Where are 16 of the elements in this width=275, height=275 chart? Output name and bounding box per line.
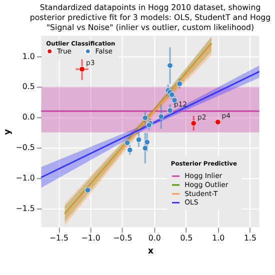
- x-tick-label: 1.0: [212, 233, 225, 242]
- x-tick-label: −1.5: [49, 233, 68, 242]
- chart-title: Standardized datapoints in Hogg 2010 dataset, showing posterior predictive fit for 3 models: OLS, StudentT and Hogg "Signal vs Noise" (inlier vs outlier, custom likelihood): [30, 3, 271, 32]
- x-axis-title: x: [148, 246, 154, 256]
- y-axis-title: y: [2, 128, 13, 135]
- y-tick-label: 0.0: [22, 112, 35, 122]
- y-tick-label: 0.5: [22, 82, 35, 92]
- y-tick-label: −1.0: [16, 173, 35, 182]
- x-tick-label: 0.5: [180, 233, 193, 242]
- x-tick-label: −1.0: [81, 233, 100, 242]
- y-tick-label: 1.0: [22, 52, 35, 61]
- y-tick-label: −0.5: [16, 143, 35, 152]
- x-tick-label: 1.5: [244, 233, 256, 242]
- x-tick-label: −0.5: [113, 233, 132, 242]
- y-tick-label: −1.5: [16, 204, 35, 213]
- x-tick-label: 0.0: [148, 233, 161, 242]
